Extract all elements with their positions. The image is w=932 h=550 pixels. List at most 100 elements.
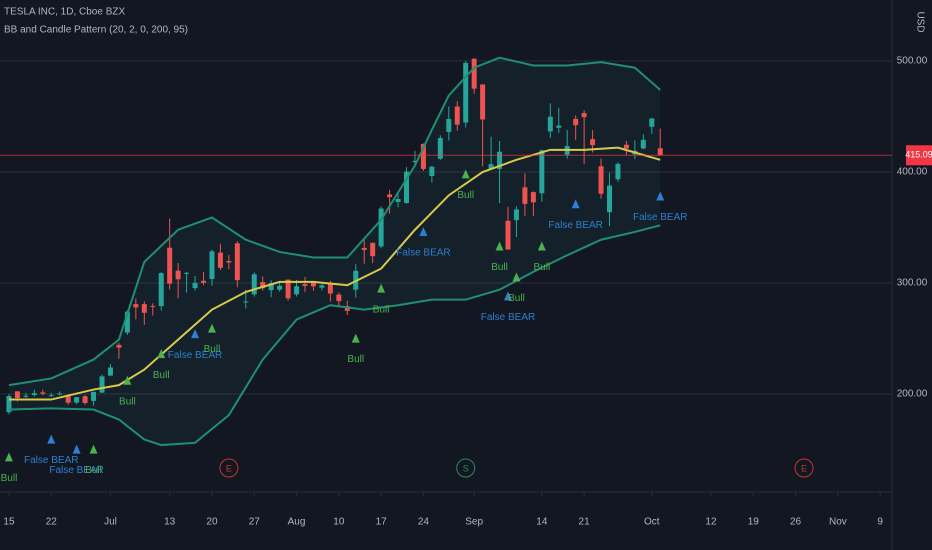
- x-tick-label: Aug: [288, 517, 306, 528]
- candle-body: [158, 273, 164, 307]
- x-tick-label: Jul: [104, 517, 117, 528]
- signal-marker: [207, 323, 216, 333]
- candle-body: [573, 118, 579, 126]
- candle-body: [480, 84, 486, 120]
- signal-label: Bull: [491, 262, 508, 273]
- candle-body: [209, 251, 215, 280]
- signal-marker: [461, 169, 470, 179]
- signal-label: Bull: [204, 344, 221, 355]
- x-tick-label: 26: [790, 517, 802, 528]
- candle-body: [184, 272, 190, 274]
- candle-body: [581, 113, 587, 118]
- candle-body: [649, 118, 655, 127]
- candle-body: [201, 280, 207, 283]
- candle-body: [31, 393, 37, 395]
- candle-body: [310, 282, 316, 287]
- candle-body: [65, 396, 71, 403]
- candle-body: [302, 284, 308, 286]
- candle-body: [141, 304, 147, 313]
- signal-marker: [72, 444, 81, 454]
- signal-label: False BEAR: [633, 212, 687, 223]
- signal-marker: [419, 227, 428, 237]
- candle-body: [395, 198, 401, 202]
- candle-body: [226, 261, 232, 263]
- candle-body: [623, 144, 629, 149]
- candle-body: [260, 282, 266, 289]
- x-tick-label: 17: [376, 517, 388, 528]
- event-label: E: [801, 463, 807, 473]
- candle-body: [454, 106, 460, 125]
- band-line: [8, 224, 661, 447]
- signal-marker: [47, 434, 56, 444]
- y-tick-label: 400.00: [897, 167, 928, 178]
- candle-body: [107, 367, 113, 376]
- candle-body: [530, 192, 536, 203]
- signal-label: Bull: [457, 190, 474, 201]
- signal-marker: [512, 272, 521, 282]
- candle-body: [505, 220, 511, 250]
- last-price-label: 415.09: [905, 150, 932, 160]
- x-tick-label: 15: [3, 517, 15, 528]
- signal-marker: [503, 291, 512, 301]
- candle-body: [412, 160, 418, 163]
- candle-body: [327, 283, 333, 294]
- currency: USD: [914, 11, 925, 32]
- candle-body: [657, 148, 663, 156]
- signal-label: Bull: [119, 396, 136, 407]
- candle-body: [243, 301, 249, 303]
- candle-body: [277, 285, 283, 290]
- candle-body: [598, 166, 604, 194]
- candle-body: [150, 305, 156, 307]
- candle-body: [91, 391, 97, 401]
- signal-label: Bull: [508, 293, 525, 304]
- candle-body: [404, 171, 410, 203]
- x-tick-label: 12: [705, 517, 717, 528]
- x-tick-label: 10: [333, 517, 345, 528]
- last-price-box: [906, 145, 932, 166]
- candle-body: [294, 286, 300, 295]
- signal-label: False BEAR: [481, 312, 535, 323]
- candle-body: [640, 139, 646, 149]
- candle-body: [522, 187, 528, 204]
- signal-label: False BEAR: [49, 465, 103, 476]
- candle-body: [513, 209, 519, 221]
- candle-body: [446, 118, 452, 132]
- y-tick-label: 200.00: [897, 389, 928, 400]
- event-marker: [794, 458, 814, 478]
- x-tick-label: Oct: [644, 517, 660, 528]
- basis-line: [8, 146, 661, 401]
- candle-body: [319, 285, 325, 288]
- signal-marker: [4, 452, 13, 462]
- candle-body: [437, 138, 443, 159]
- candle-body: [57, 393, 63, 395]
- candle-body: [590, 139, 596, 146]
- candle-body: [167, 247, 173, 284]
- signal-marker: [351, 333, 360, 343]
- signal-label: False BEAR: [396, 248, 450, 259]
- candle-body: [547, 116, 553, 132]
- candle-body: [539, 150, 545, 194]
- candle-body: [192, 282, 198, 289]
- candle-body: [471, 58, 477, 89]
- candle-body: [370, 242, 376, 257]
- candle-body: [497, 151, 503, 169]
- candle-body: [344, 306, 350, 311]
- candle-body: [378, 208, 384, 247]
- event-marker: [219, 458, 239, 478]
- candle-body: [82, 396, 88, 403]
- candle-body: [463, 62, 469, 123]
- signal-marker: [89, 444, 98, 454]
- candle-body: [14, 391, 20, 398]
- x-tick-label: Nov: [829, 517, 847, 528]
- chart-title: TESLA INC, 1D, Cboe BZX: [4, 7, 125, 18]
- candle-body: [285, 279, 291, 299]
- signal-marker: [537, 241, 546, 251]
- event-label: E: [226, 463, 232, 473]
- signal-label: False BEAR: [548, 220, 602, 231]
- x-tick-label: 14: [536, 517, 548, 528]
- candle-body: [556, 125, 562, 128]
- candle-body: [124, 311, 130, 333]
- candle-body: [336, 294, 342, 302]
- candle-body: [48, 395, 54, 397]
- signal-marker: [191, 329, 200, 339]
